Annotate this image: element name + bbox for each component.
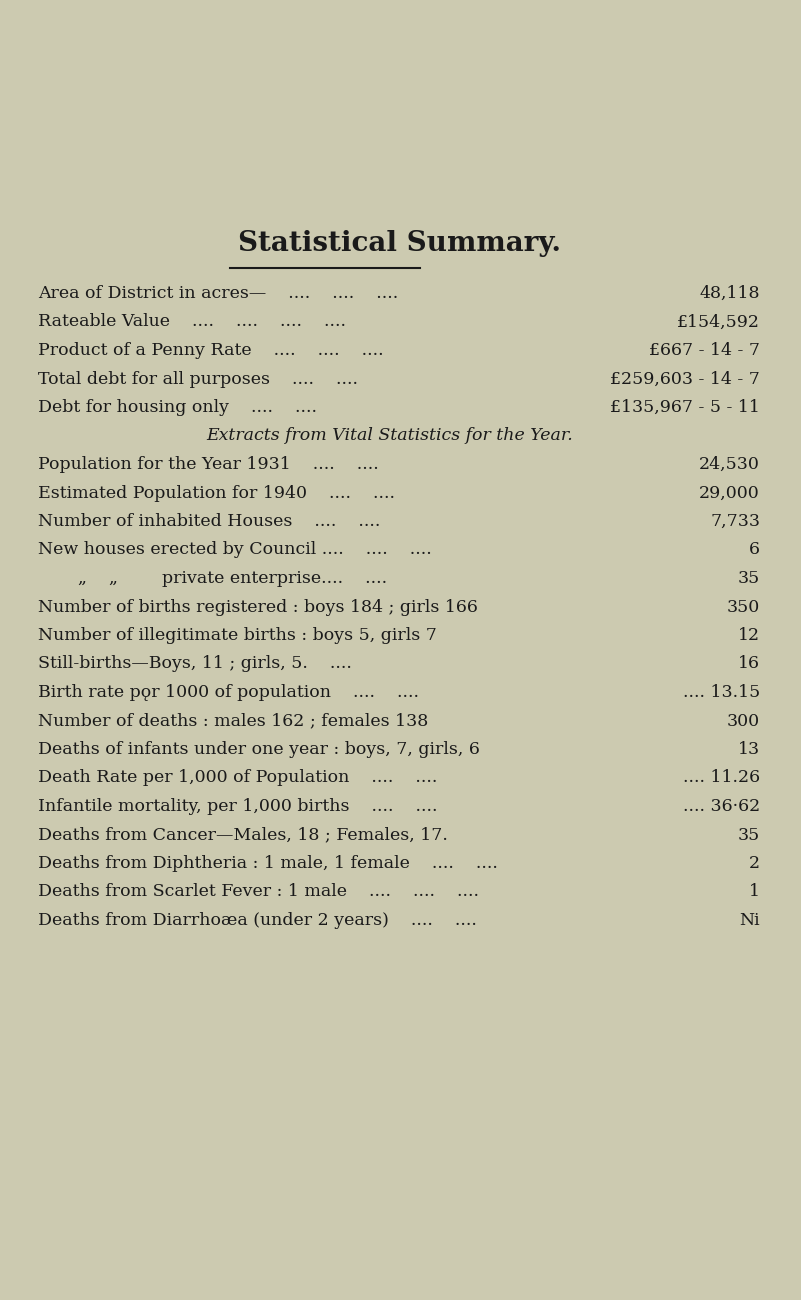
Text: Deaths from Scarlet Fever : 1 male    ....    ....    ....: Deaths from Scarlet Fever : 1 male .... … xyxy=(38,884,479,901)
Text: .... 11.26: .... 11.26 xyxy=(683,770,760,786)
Text: Estimated Population for 1940    ....    ....: Estimated Population for 1940 .... .... xyxy=(38,485,395,502)
Text: Debt for housing only    ....    ....: Debt for housing only .... .... xyxy=(38,399,317,416)
Text: Infantile mortality, per 1,000 births    ....    ....: Infantile mortality, per 1,000 births ..… xyxy=(38,798,437,815)
Text: Statistical Summary.: Statistical Summary. xyxy=(239,230,562,257)
Text: Number of deaths : males 162 ; females 138: Number of deaths : males 162 ; females 1… xyxy=(38,712,429,729)
Text: 7,733: 7,733 xyxy=(710,514,760,530)
Text: 1: 1 xyxy=(749,884,760,901)
Text: .... 13.15: .... 13.15 xyxy=(682,684,760,701)
Text: £667 - 14 - 7: £667 - 14 - 7 xyxy=(649,342,760,359)
Text: £154,592: £154,592 xyxy=(677,313,760,330)
Text: Extracts from Vital Statistics for the Year.: Extracts from Vital Statistics for the Y… xyxy=(207,428,574,445)
Text: Ni: Ni xyxy=(739,913,760,929)
Text: 24,530: 24,530 xyxy=(699,456,760,473)
Text: £259,603 - 14 - 7: £259,603 - 14 - 7 xyxy=(610,370,760,387)
Text: Rateable Value    ....    ....    ....    ....: Rateable Value .... .... .... .... xyxy=(38,313,346,330)
Text: 12: 12 xyxy=(738,627,760,644)
Text: Area of District in acres—    ....    ....    ....: Area of District in acres— .... .... ...… xyxy=(38,285,398,302)
Text: Still-births—Boys, 11 ; girls, 5.    ....: Still-births—Boys, 11 ; girls, 5. .... xyxy=(38,655,352,672)
Text: Population for the Year 1931    ....    ....: Population for the Year 1931 .... .... xyxy=(38,456,379,473)
Text: 35: 35 xyxy=(738,827,760,844)
Text: Deaths from Diarrhoæa (under 2 years)    ....    ....: Deaths from Diarrhoæa (under 2 years) ..… xyxy=(38,913,477,929)
Text: Number of illegitimate births : boys 5, girls 7: Number of illegitimate births : boys 5, … xyxy=(38,627,437,644)
Text: 29,000: 29,000 xyxy=(699,485,760,502)
Text: 350: 350 xyxy=(727,598,760,615)
Text: Birth rate pǫr 1000 of population    ....    ....: Birth rate pǫr 1000 of population .... .… xyxy=(38,684,419,701)
Text: 13: 13 xyxy=(738,741,760,758)
Text: Total debt for all purposes    ....    ....: Total debt for all purposes .... .... xyxy=(38,370,358,387)
Text: Number of inhabited Houses    ....    ....: Number of inhabited Houses .... .... xyxy=(38,514,380,530)
Text: New houses erected by Council ....    ....    ....: New houses erected by Council .... .... … xyxy=(38,542,432,559)
Text: Number of births registered : boys 184 ; girls 166: Number of births registered : boys 184 ;… xyxy=(38,598,478,615)
Text: Death Rate per 1,000 of Population    ....    ....: Death Rate per 1,000 of Population .... … xyxy=(38,770,437,786)
Text: „    „        private enterprise....    ....: „ „ private enterprise.... .... xyxy=(78,569,387,588)
Text: Deaths of infants under one year : boys, 7, girls, 6: Deaths of infants under one year : boys,… xyxy=(38,741,480,758)
Text: Deaths from Cancer—Males, 18 ; Females, 17.: Deaths from Cancer—Males, 18 ; Females, … xyxy=(38,827,448,844)
Text: 2: 2 xyxy=(749,855,760,872)
Text: Product of a Penny Rate    ....    ....    ....: Product of a Penny Rate .... .... .... xyxy=(38,342,384,359)
Text: Deaths from Diphtheria : 1 male, 1 female    ....    ....: Deaths from Diphtheria : 1 male, 1 femal… xyxy=(38,855,498,872)
Text: 6: 6 xyxy=(749,542,760,559)
Text: .... 36·62: .... 36·62 xyxy=(682,798,760,815)
Text: 48,118: 48,118 xyxy=(699,285,760,302)
Text: 16: 16 xyxy=(738,655,760,672)
Text: £135,967 - 5 - 11: £135,967 - 5 - 11 xyxy=(610,399,760,416)
Text: 300: 300 xyxy=(727,712,760,729)
Text: 35: 35 xyxy=(738,569,760,588)
